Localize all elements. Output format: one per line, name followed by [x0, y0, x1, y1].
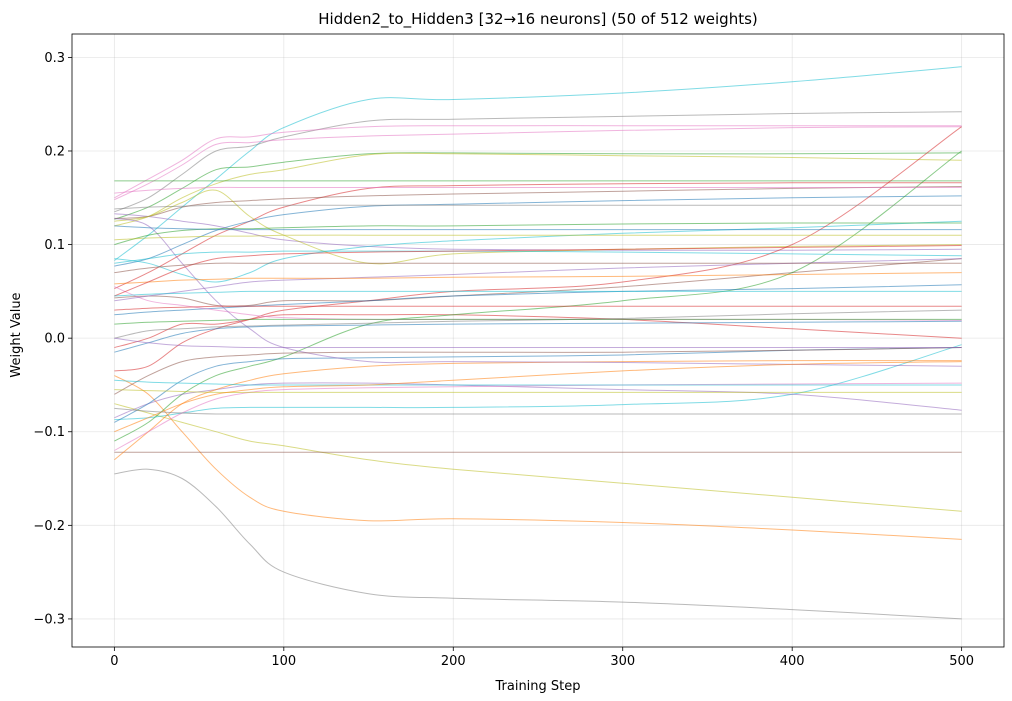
weight-series-line-16: [114, 375, 962, 540]
y-axis-ticks: −0.3 −0.2 −0.1 0.0 0.1 0.2 0.3: [33, 51, 72, 627]
weight-series-line-43: [114, 361, 962, 433]
weight-series-line-6: [114, 152, 962, 227]
x-axis-label: Training Step: [494, 679, 580, 694]
y-axis-label: Weight Value: [9, 292, 24, 377]
weight-series-line-35: [114, 245, 962, 297]
x-tick-label: 0: [110, 654, 118, 669]
x-tick-label: 500: [949, 654, 974, 669]
weight-series-line-37: [114, 320, 962, 353]
y-tick-label: −0.2: [33, 519, 65, 534]
y-tick-label: −0.3: [33, 612, 65, 627]
weight-series-line-29: [114, 217, 962, 367]
weight-series-line-14: [114, 313, 962, 348]
weight-series-line-23: [114, 382, 962, 419]
weight-series-line-3: [114, 125, 962, 199]
x-axis-ticks: 0 100 200 300 400 500: [110, 647, 974, 669]
y-tick-label: 0.2: [44, 144, 65, 159]
weight-series-line-36: [114, 204, 962, 210]
weight-series-line-38: [114, 347, 962, 395]
chart-title: Hidden2_to_Hidden3 [32→16 neurons] (50 o…: [318, 10, 758, 29]
weight-series-line-28: [114, 309, 962, 339]
weight-series-line-26: [114, 284, 962, 316]
series-lines: [114, 66, 962, 620]
weight-series-line-44: [114, 337, 962, 349]
grid: [72, 34, 1004, 647]
y-tick-label: −0.1: [33, 425, 65, 440]
x-tick-label: 200: [441, 654, 466, 669]
weight-series-line-48: [114, 186, 962, 194]
weight-series-line-50: [114, 290, 962, 297]
weight-series-line-45: [114, 225, 962, 231]
weight-series-line-31: [114, 272, 962, 285]
y-tick-label: 0.3: [44, 51, 65, 66]
x-tick-label: 100: [271, 654, 296, 669]
weight-series-line-32: [114, 250, 962, 264]
weight-series-line-34: [114, 234, 962, 241]
plot-frame: [71, 33, 1005, 648]
weight-series-line-15: [114, 258, 962, 307]
x-tick-label: 400: [780, 654, 805, 669]
weight-series-line-9: [114, 186, 962, 219]
y-tick-label: 0.0: [44, 332, 65, 347]
weight-series-line-25: [114, 347, 962, 423]
weight-series-line-10: [114, 195, 962, 267]
weight-series-line-18: [114, 403, 962, 512]
weight-series-line-39: [114, 382, 962, 451]
weight-series-line-30: [114, 258, 962, 302]
weight-series-line-12: [114, 220, 962, 283]
weight-series-line-49: [114, 407, 962, 415]
weight-series-line-42: [114, 318, 962, 325]
weight-series-line-4: [114, 126, 962, 201]
weight-series-line-17: [114, 468, 962, 620]
weight-series-line-33: [114, 222, 962, 246]
x-tick-label: 300: [610, 654, 635, 669]
y-tick-label: 0.1: [44, 238, 65, 253]
weight-series-line-41: [114, 389, 962, 393]
weight-series-line-2: [114, 111, 962, 213]
weight-series-line-46: [114, 305, 962, 311]
weight-series-line-47: [114, 262, 962, 274]
